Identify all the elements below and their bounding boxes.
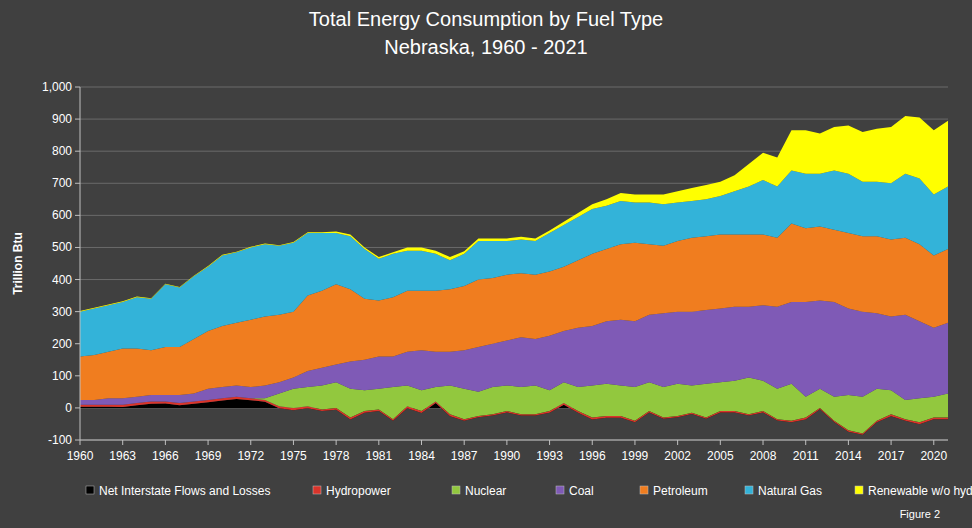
x-tick bbox=[677, 440, 678, 445]
area bbox=[80, 170, 948, 356]
y-tick bbox=[75, 215, 80, 216]
annotation: Figure 2 bbox=[900, 508, 940, 520]
grid-line bbox=[80, 440, 948, 441]
y-tick bbox=[75, 119, 80, 120]
legend-label: Hydropower bbox=[326, 484, 391, 498]
y-tick-label: 200 bbox=[52, 337, 72, 351]
y-tick bbox=[75, 440, 80, 441]
grid-line bbox=[80, 87, 948, 88]
y-tick bbox=[75, 311, 80, 312]
x-tick-label: 1960 bbox=[67, 449, 94, 463]
y-tick bbox=[75, 183, 80, 184]
x-tick bbox=[250, 440, 251, 445]
y-tick-label: 500 bbox=[52, 240, 72, 254]
subtitle: Nebraska, 1960 - 2021 bbox=[384, 36, 587, 58]
y-tick bbox=[75, 279, 80, 280]
x-tick bbox=[293, 440, 294, 445]
x-tick-label: 1963 bbox=[109, 449, 136, 463]
x-tick bbox=[634, 440, 635, 445]
y-tick-label: 300 bbox=[52, 305, 72, 319]
x-tick-label: 1972 bbox=[237, 449, 264, 463]
x-tick-label: 1996 bbox=[579, 449, 606, 463]
legend-swatch bbox=[452, 486, 460, 494]
legend-label: Net Interstate Flows and Losses bbox=[99, 484, 270, 498]
y-axis-label: Trillion Btu bbox=[11, 232, 25, 295]
x-tick-label: 2005 bbox=[707, 449, 734, 463]
x-tick-label: 1993 bbox=[536, 449, 563, 463]
x-tick bbox=[891, 440, 892, 445]
y-axis bbox=[80, 87, 81, 440]
x-tick bbox=[165, 440, 166, 445]
y-tick bbox=[75, 151, 80, 152]
legend-label: Petroleum bbox=[653, 484, 708, 498]
x-tick bbox=[763, 440, 764, 445]
y-tick-label: 900 bbox=[52, 112, 72, 126]
legend-label: Natural Gas bbox=[758, 484, 822, 498]
x-tick-label: 2011 bbox=[793, 449, 819, 463]
y-tick bbox=[75, 247, 80, 248]
x-tick bbox=[506, 440, 507, 445]
areas bbox=[80, 116, 948, 435]
x-tick bbox=[848, 440, 849, 445]
y-tick-label: 800 bbox=[52, 144, 72, 158]
y-tick-label: 1,000 bbox=[42, 80, 72, 94]
x-tick bbox=[933, 440, 934, 445]
y-tick bbox=[75, 87, 80, 88]
x-tick bbox=[378, 440, 379, 445]
y-tick-label: -100 bbox=[48, 433, 72, 447]
x-tick-label: 2002 bbox=[664, 449, 691, 463]
background bbox=[0, 0, 972, 528]
chart: Total Energy Consumption by Fuel Type Neb… bbox=[0, 0, 972, 528]
x-tick-label: 1975 bbox=[280, 449, 307, 463]
x-tick bbox=[421, 440, 422, 445]
legend-swatch bbox=[640, 486, 648, 494]
x-tick-label: 1999 bbox=[622, 449, 649, 463]
legend-swatch bbox=[86, 486, 94, 494]
grid-line bbox=[80, 119, 948, 120]
x-tick-label: 2014 bbox=[835, 449, 862, 463]
legend-swatch bbox=[855, 486, 863, 494]
legend-label: Nuclear bbox=[465, 484, 506, 498]
y-tick-label: 100 bbox=[52, 369, 72, 383]
y-tick-label: 0 bbox=[65, 401, 72, 415]
x-tick-label: 1969 bbox=[195, 449, 222, 463]
y-tick bbox=[75, 343, 80, 344]
y-tick bbox=[75, 375, 80, 376]
y-tick-label: 700 bbox=[52, 176, 72, 190]
y-tick-label: 600 bbox=[52, 208, 72, 222]
x-tick bbox=[80, 440, 81, 445]
x-axis bbox=[80, 440, 948, 441]
x-tick-label: 1981 bbox=[365, 449, 392, 463]
x-tick-label: 1987 bbox=[451, 449, 478, 463]
area bbox=[80, 116, 948, 312]
legend-swatch bbox=[745, 486, 753, 494]
x-tick-label: 1984 bbox=[408, 449, 435, 463]
x-tick bbox=[464, 440, 465, 445]
x-tick bbox=[805, 440, 806, 445]
y-tick-label: 400 bbox=[52, 273, 72, 287]
x-tick bbox=[208, 440, 209, 445]
x-tick-label: 1966 bbox=[152, 449, 179, 463]
x-tick-label: 2020 bbox=[920, 449, 947, 463]
x-tick bbox=[720, 440, 721, 445]
y-tick bbox=[75, 407, 80, 408]
x-tick-label: 1990 bbox=[494, 449, 521, 463]
legend-swatch bbox=[313, 486, 321, 494]
x-tick-label: 1978 bbox=[323, 449, 350, 463]
x-tick bbox=[592, 440, 593, 445]
x-tick-label: 2017 bbox=[878, 449, 905, 463]
legend-label: Coal bbox=[569, 484, 594, 498]
x-tick bbox=[122, 440, 123, 445]
title: Total Energy Consumption by Fuel Type bbox=[309, 8, 663, 30]
x-tick bbox=[549, 440, 550, 445]
legend-swatch bbox=[556, 486, 564, 494]
legend-label: Renewable w/o hydro bbox=[868, 484, 972, 498]
x-tick-label: 2008 bbox=[750, 449, 777, 463]
x-tick bbox=[336, 440, 337, 445]
